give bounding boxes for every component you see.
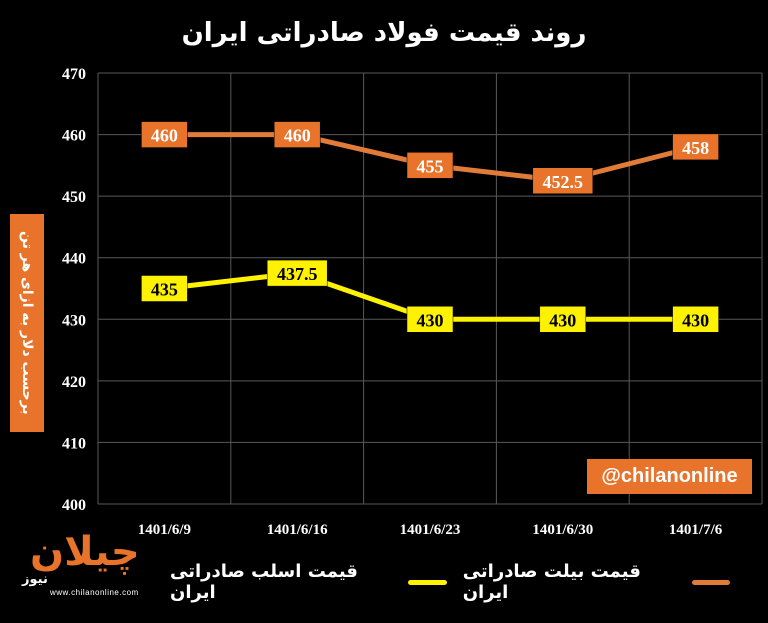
x-tick-label: 1401/6/30 [532,522,593,538]
logo-website: www.chilanonline.com [50,588,139,597]
y-tick-label: 410 [62,435,86,452]
data-label: 452.5 [543,172,584,192]
legend-label-slab: قیمت اسلب صادراتی ایران [170,561,358,603]
y-axis-label-box: برحسب دلار به ازای هر تن [10,214,44,432]
legend-swatch-slab [408,579,447,585]
y-tick-label: 450 [62,189,86,206]
legend-item-billet: قیمت بیلت صادراتی ایران [463,561,730,603]
chart-legend: قیمت بیلت صادراتی ایران قیمت اسلب صادرات… [170,561,730,603]
x-tick-label: 1401/6/23 [400,522,461,538]
data-label-box [141,121,188,148]
y-tick-label: 460 [62,128,86,145]
data-label: 430 [682,310,709,330]
y-tick-label: 440 [62,251,86,268]
legend-label-billet: قیمت بیلت صادراتی ایران [462,561,641,603]
data-label-box [406,152,454,179]
data-label-box [141,275,188,302]
legend-item-slab: قیمت اسلب صادراتی ایران [170,561,447,603]
data-label: 430 [549,310,576,330]
chart-title: روند قیمت فولاد صادراتی ایران [181,18,587,48]
y-tick-label: 400 [62,497,86,514]
y-tick-label: 470 [62,66,86,83]
data-label: 435 [151,280,178,300]
logo-mark: نیوز [22,572,48,587]
data-label: 460 [151,126,178,146]
x-tick-label: 1401/6/16 [267,522,328,538]
y-tick-label: 420 [62,374,86,391]
data-label: 458 [682,138,709,158]
data-label-box [532,167,594,194]
y-tick-label: 430 [62,312,86,329]
x-tick-label: 1401/7/6 [669,522,723,538]
data-label-box [266,259,328,287]
data-label-box [672,306,719,333]
data-label: 430 [417,310,444,330]
watermark-handle: @chilanonline [587,459,752,494]
x-tick-label: 1401/6/9 [138,522,191,538]
logo-wordmark: چیلان [30,529,140,575]
data-label-box [273,121,321,148]
data-label-box [406,306,454,333]
data-label: 437.5 [277,264,318,284]
data-label: 455 [417,156,444,176]
data-label-box [539,306,587,333]
y-axis-label: برحسب دلار به ازای هر تن [19,231,35,415]
data-label: 460 [284,126,311,146]
data-label-box [672,133,719,161]
chilan-logo: چیلان نیوز www.chilanonline.com [22,532,162,602]
legend-swatch-billet [691,579,730,585]
